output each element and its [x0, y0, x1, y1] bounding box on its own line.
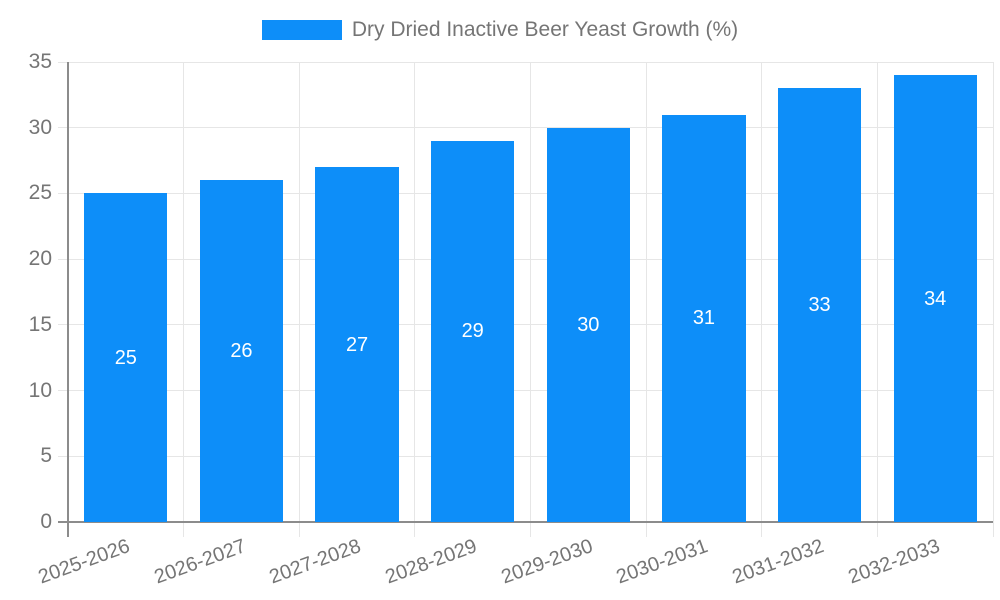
x-axis-tick-label: 2030-2031 [613, 535, 712, 589]
x-axis-tick-label: 2028-2029 [382, 535, 480, 589]
y-axis-tick-label: 15 [28, 312, 52, 336]
x-tick-mark [761, 522, 763, 537]
y-tick-mark [58, 324, 68, 326]
y-tick-mark [58, 192, 68, 194]
legend-swatch[interactable] [261, 20, 342, 40]
y-axis-tick-label: 30 [28, 115, 52, 139]
x-gridline [761, 62, 763, 522]
x-tick-mark [298, 522, 300, 537]
y-axis-tick-label: 20 [28, 247, 52, 271]
x-gridline [645, 62, 647, 522]
x-gridline [183, 62, 185, 522]
bar[interactable] [546, 127, 630, 522]
x-gridline [414, 62, 416, 522]
y-tick-mark [58, 127, 68, 129]
bar-value-label: 25 [114, 346, 137, 369]
bar-value-label: 34 [924, 287, 947, 310]
x-axis-line [58, 521, 993, 523]
x-gridline [876, 62, 878, 522]
y-tick-mark [58, 455, 68, 457]
x-axis-tick-label: 2025-2026 [35, 535, 133, 589]
y-axis-tick-label: 35 [28, 50, 52, 73]
y-tick-mark [58, 258, 68, 260]
y-axis-tick-label: 25 [28, 181, 52, 205]
y-axis-tick-label: 10 [28, 378, 52, 402]
x-tick-mark [530, 522, 531, 537]
bar-value-label: 30 [577, 313, 600, 336]
bar[interactable] [893, 75, 977, 522]
bar[interactable] [315, 167, 399, 522]
bar[interactable] [431, 140, 515, 522]
y-axis-line [67, 62, 69, 537]
bar[interactable] [662, 114, 746, 522]
bar[interactable] [777, 88, 862, 522]
x-tick-mark [414, 522, 416, 537]
x-tick-mark [992, 522, 994, 537]
x-axis-tick-label: 2032-2033 [844, 535, 943, 589]
x-tick-mark [645, 522, 647, 537]
x-axis-tick-label: 2026-2027 [151, 535, 249, 589]
bar[interactable] [199, 180, 284, 522]
x-tick-mark [183, 522, 185, 537]
bar-value-label: 33 [808, 294, 831, 317]
chart-legend: Dry Dried Inactive Beer Yeast Growth (%) [0, 18, 1000, 42]
y-tick-mark [58, 390, 68, 392]
y-tick-mark [58, 61, 68, 63]
y-axis-tick-label: 5 [40, 444, 52, 468]
x-axis-tick-label: 2029-2030 [498, 535, 596, 589]
x-gridline [298, 62, 300, 522]
bar-value-label: 29 [461, 320, 484, 343]
bar-value-label: 31 [692, 307, 716, 330]
x-tick-mark [876, 522, 878, 537]
bar-value-label: 26 [230, 340, 253, 363]
x-axis-tick-label: 2031-2032 [729, 535, 827, 589]
x-gridline [530, 62, 531, 522]
x-axis-tick-label: 2027-2028 [266, 535, 365, 589]
x-gridline [992, 62, 994, 522]
legend-label[interactable]: Dry Dried Inactive Beer Yeast Growth (%) [351, 18, 739, 41]
y-axis-tick-label: 0 [40, 510, 52, 533]
bar[interactable] [84, 193, 168, 522]
bar-value-label: 27 [345, 333, 369, 356]
